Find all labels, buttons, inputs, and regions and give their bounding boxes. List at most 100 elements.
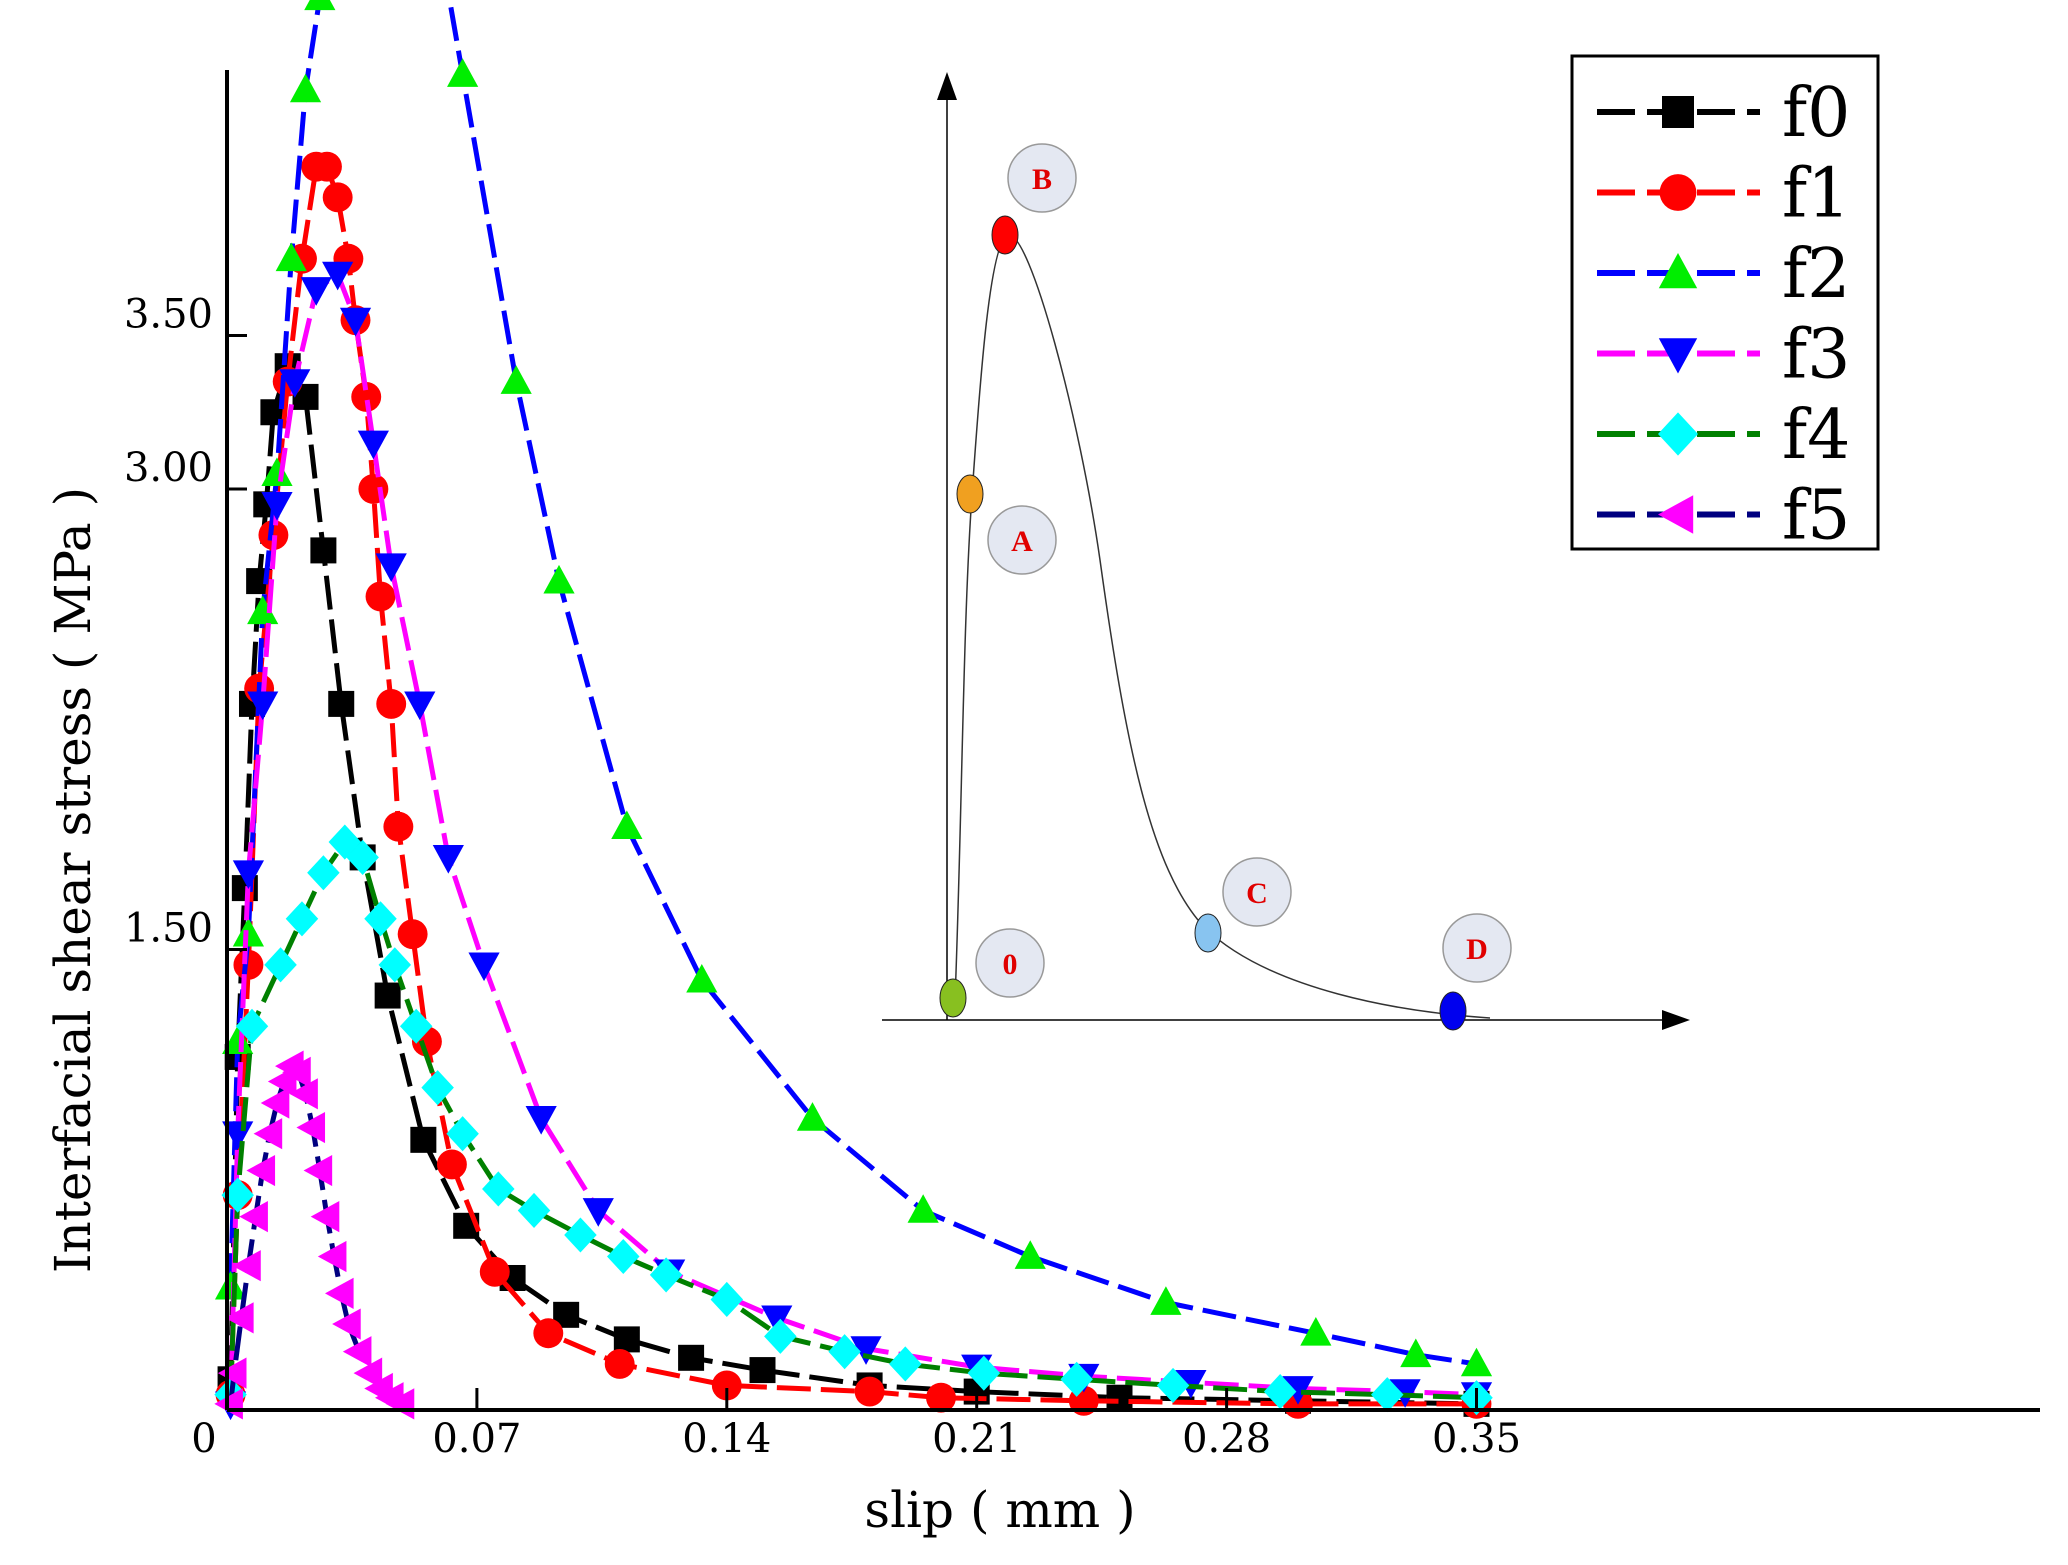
legend-marker-f1 — [1659, 174, 1697, 211]
legend-label-f5: f5 — [1782, 477, 1850, 556]
legend-label-f2: f2 — [1782, 235, 1850, 314]
inset-badge-C — [1222, 857, 1292, 927]
legend-box — [1570, 54, 1880, 551]
marker-f5-17 — [332, 1308, 361, 1340]
series-layer — [214, 0, 1493, 1421]
marker-f1-22 — [604, 1349, 635, 1379]
x-tick-label-1: 0.07 — [432, 1416, 521, 1462]
series-line-f4 — [228, 839, 1477, 1401]
marker-f0-12 — [374, 982, 401, 1009]
inset-label-0: 0 — [1003, 948, 1018, 981]
inset-point-B — [991, 215, 1019, 255]
marker-f1-17 — [397, 919, 428, 950]
inset-y-arrow — [937, 72, 957, 100]
marker-f3-8 — [339, 307, 372, 337]
marker-f5-4 — [239, 1200, 268, 1233]
marker-f2-25 — [1460, 1347, 1493, 1377]
marker-f4-16 — [607, 1238, 640, 1275]
marker-f3-11 — [404, 691, 436, 721]
marker-f2-5 — [275, 242, 307, 272]
marker-f2-14 — [447, 58, 479, 87]
marker-f4-2 — [235, 1008, 269, 1044]
inset-point-0 — [939, 978, 967, 1018]
inset-points: 0 A B C D — [939, 143, 1512, 1031]
marker-f1-19 — [436, 1149, 467, 1180]
marker-f5-15 — [317, 1240, 347, 1273]
marker-f3-18 — [850, 1336, 882, 1365]
inset-label-D: D — [1466, 933, 1488, 966]
marker-f0-10 — [328, 690, 355, 717]
series-line-f3 — [228, 271, 1477, 1404]
marker-f4-8 — [364, 901, 397, 937]
legend-label-f3: f3 — [1782, 316, 1850, 395]
marker-f5-1 — [217, 1357, 247, 1389]
marker-f5-18 — [342, 1336, 372, 1368]
marker-f5-16 — [324, 1277, 354, 1309]
x-tick-label-5: 0.35 — [1432, 1416, 1521, 1462]
series-f1 — [215, 151, 1492, 1419]
marker-f3-22 — [1282, 1376, 1314, 1405]
legend-marker-f2 — [1658, 253, 1698, 289]
marker-f3-9 — [357, 430, 389, 460]
legend-marker-f5 — [1658, 495, 1694, 534]
marker-f2-20 — [907, 1194, 939, 1223]
marker-f0-22 — [1106, 1384, 1133, 1411]
marker-f1-20 — [479, 1256, 510, 1287]
inset-point-C — [1194, 913, 1222, 953]
marker-f2-18 — [686, 963, 718, 993]
marker-f3-5 — [279, 369, 311, 398]
marker-f3-13 — [468, 952, 500, 982]
marker-f2-3 — [247, 595, 279, 625]
inset-label-A: A — [1011, 525, 1033, 558]
marker-f4-26 — [1371, 1377, 1404, 1413]
inset-x-arrow — [1662, 1010, 1690, 1030]
marker-f2-24 — [1400, 1338, 1432, 1368]
marker-f4-5 — [307, 855, 340, 891]
y-tick-label-0: 1.50 — [124, 906, 213, 952]
marker-f0-13 — [410, 1126, 437, 1153]
marker-f4-20 — [828, 1334, 861, 1370]
inset-badge-B — [1007, 143, 1077, 213]
inset-label-B: B — [1032, 163, 1052, 196]
marker-f4-9 — [378, 947, 412, 983]
marker-f5-2 — [225, 1302, 254, 1334]
series-line-f2 — [228, 0, 1477, 1367]
marker-f5-10 — [282, 1056, 311, 1088]
inset-badge-D — [1442, 913, 1512, 983]
marker-f5-5 — [246, 1154, 276, 1187]
series-f3 — [214, 261, 1493, 1421]
y-axis-title: Interfacial shear stress ( MPa ) — [44, 487, 102, 1273]
legend-label-f0: f0 — [1782, 74, 1850, 153]
marker-f5-3 — [232, 1250, 261, 1282]
marker-f0-18 — [678, 1344, 705, 1371]
marker-f3-10 — [375, 553, 407, 582]
marker-f2-17 — [611, 810, 643, 840]
marker-f5-12 — [296, 1111, 326, 1144]
marker-f4-25 — [1263, 1374, 1297, 1410]
marker-f5-14 — [310, 1200, 340, 1233]
marker-f3-2 — [232, 860, 265, 889]
y-tick-label-1: 3.00 — [124, 445, 213, 491]
x-tick-label-3: 0.21 — [932, 1416, 1021, 1462]
marker-f4-24 — [1156, 1367, 1190, 1403]
marker-f1-14 — [365, 581, 396, 612]
marker-f1-4 — [258, 520, 289, 550]
marker-f4-11 — [421, 1070, 454, 1106]
marker-f3-7 — [322, 261, 354, 291]
marker-f4-1 — [221, 1177, 254, 1213]
marker-f3-14 — [525, 1106, 557, 1135]
marker-f4-18 — [710, 1281, 744, 1318]
marker-f1-21 — [533, 1318, 564, 1349]
inset-point-D — [1439, 991, 1467, 1031]
marker-f2-19 — [796, 1102, 829, 1131]
marker-f0-19 — [749, 1357, 776, 1384]
legend-label-f4: f4 — [1782, 396, 1850, 475]
marker-f4-3 — [264, 947, 297, 983]
marker-f1-12 — [351, 381, 382, 412]
marker-f1-8 — [312, 151, 342, 182]
legend-marker-f0 — [1662, 96, 1694, 128]
marker-f1-2 — [233, 949, 264, 980]
x-axis-title: slip ( mm ) — [864, 1481, 1135, 1539]
